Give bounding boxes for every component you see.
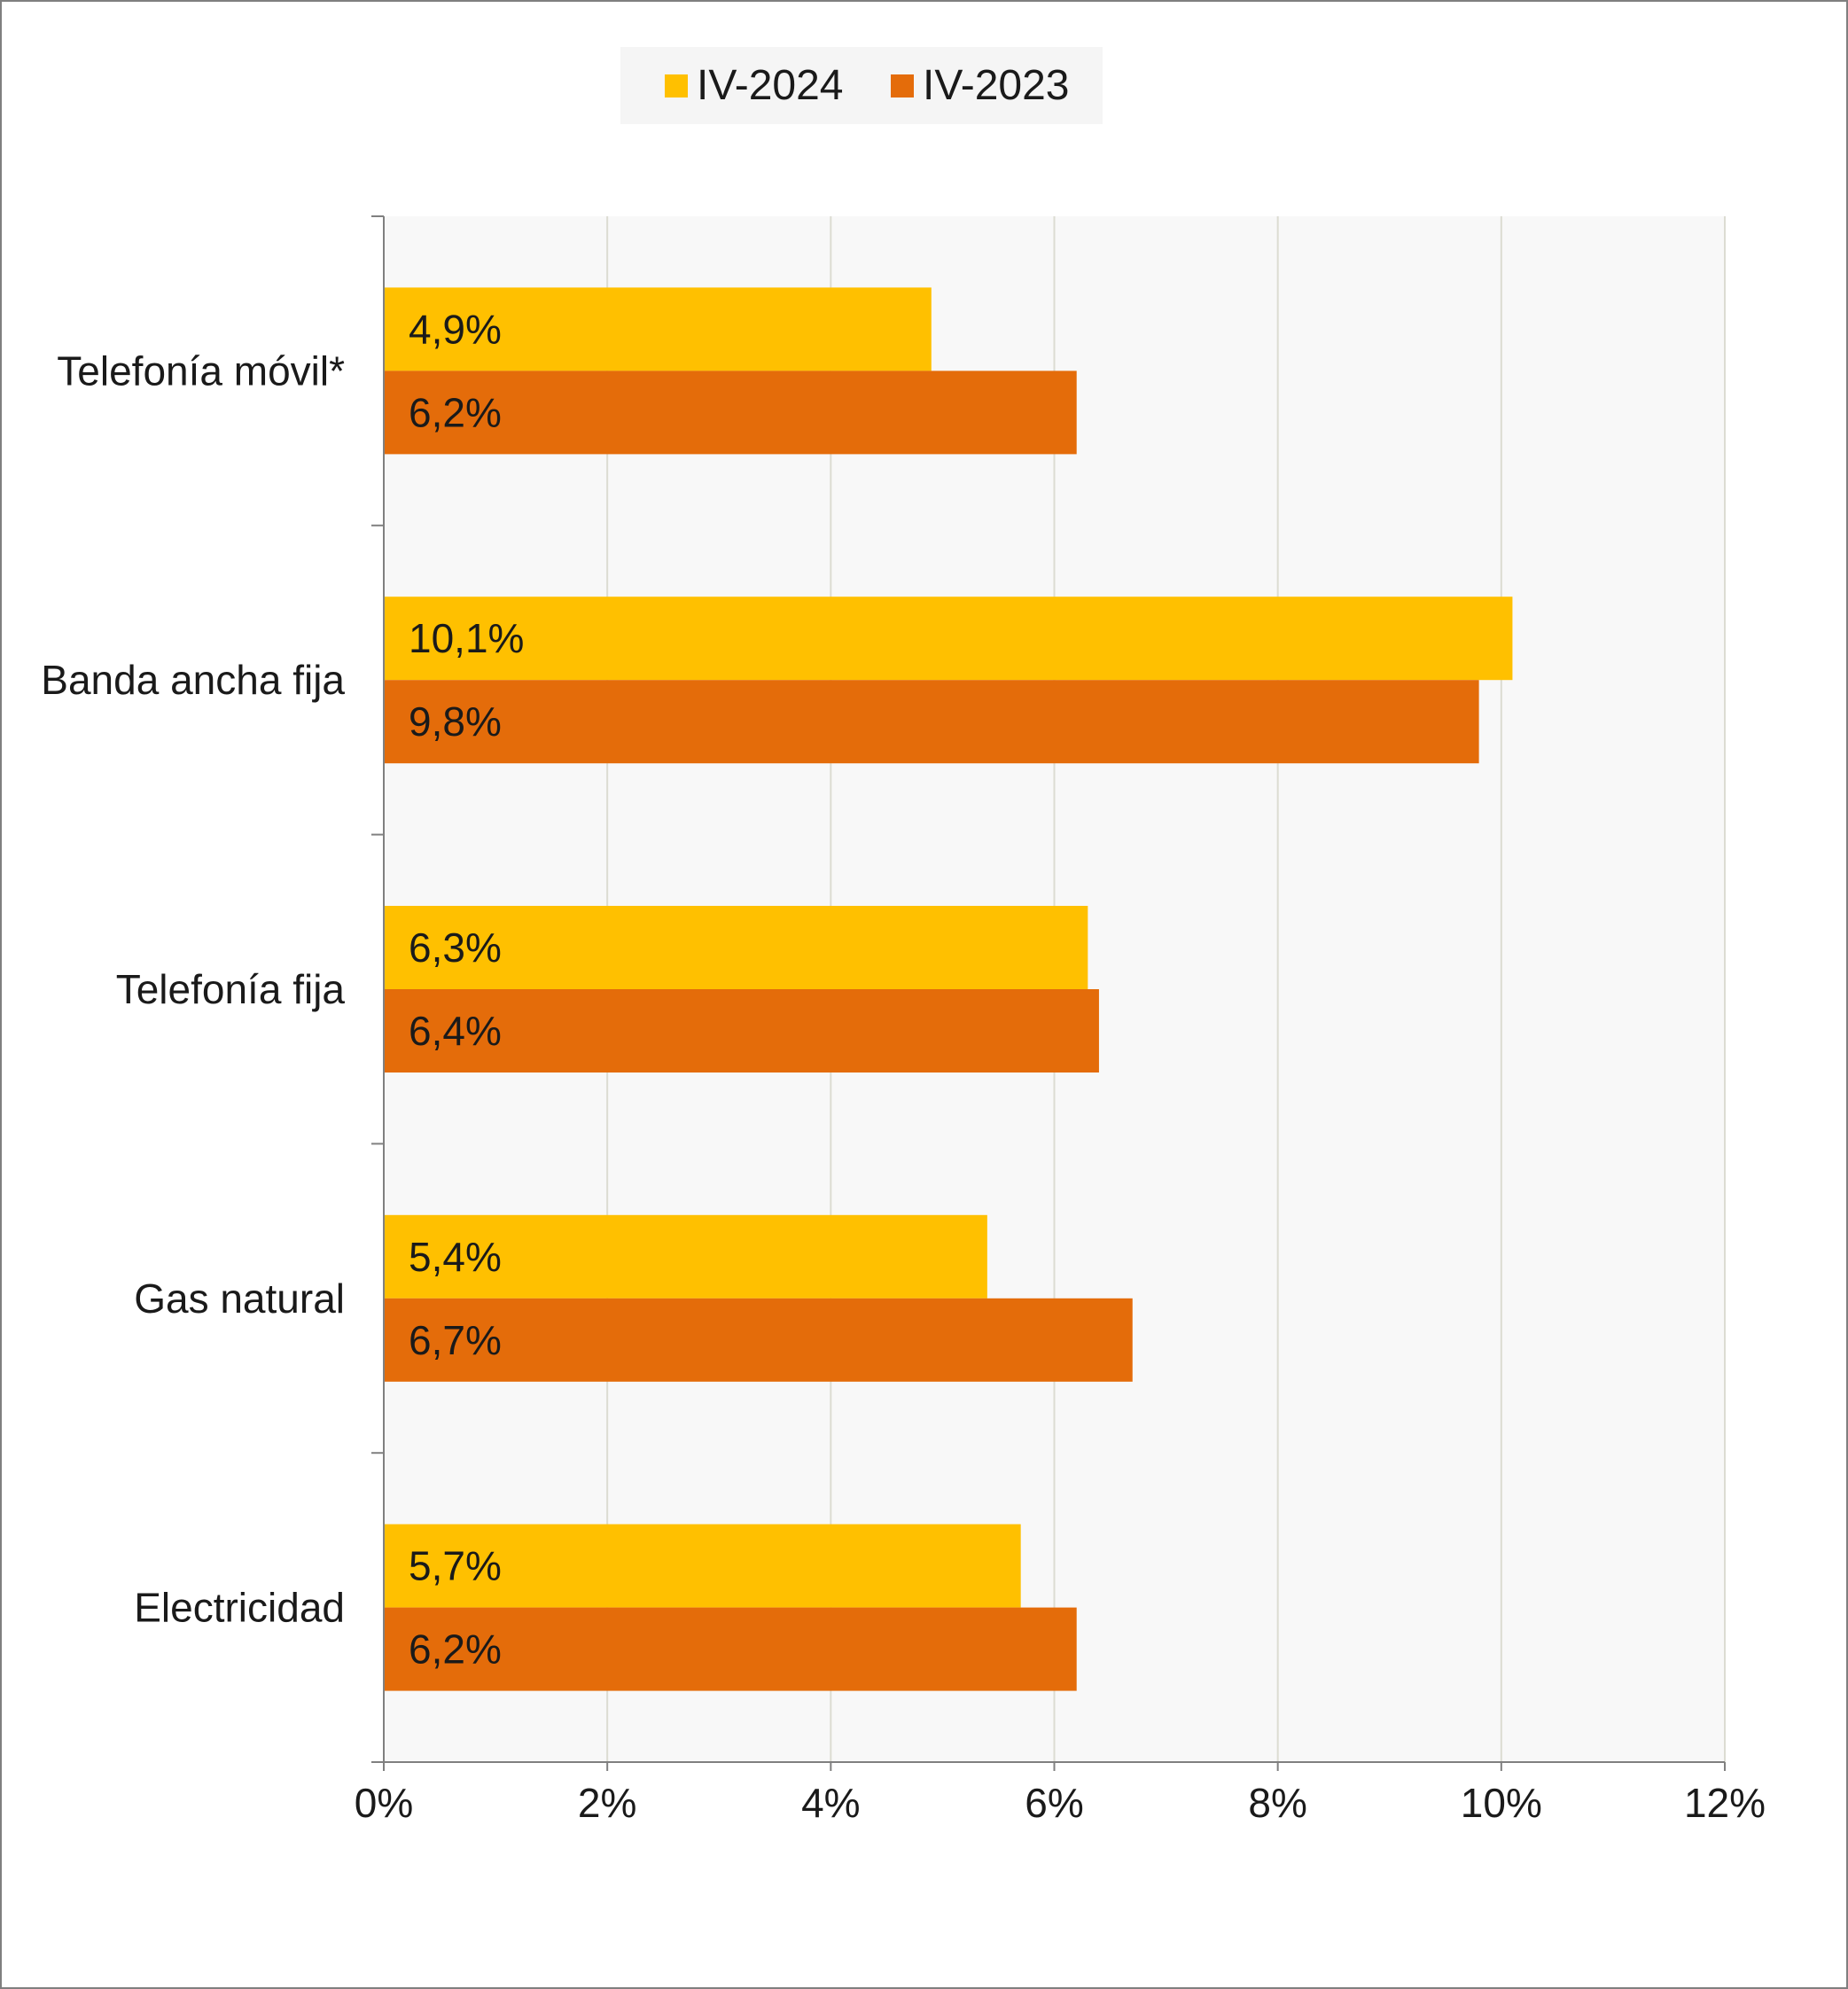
data-label: 6,3% <box>409 924 502 971</box>
bar-iv-2023-gas-natural <box>384 1298 1133 1382</box>
category-label-gas-natural: Gas natural <box>134 1275 345 1322</box>
legend: IV-2024 IV-2023 <box>620 47 1103 124</box>
x-tick-label: 0% <box>355 1780 413 1826</box>
bar-iv-2024-banda-ancha-fija <box>384 597 1513 681</box>
data-label: 6,2% <box>409 389 502 435</box>
legend-item-iv-2024: IV-2024 <box>665 47 843 124</box>
bar-iv-2023-electricidad <box>384 1607 1077 1691</box>
x-tick-label: 4% <box>801 1780 860 1826</box>
bar-iv-2023-banda-ancha-fija <box>384 680 1479 764</box>
data-label: 6,4% <box>409 1008 502 1054</box>
x-tick-label: 2% <box>578 1780 636 1826</box>
x-tick-label: 10% <box>1461 1780 1542 1826</box>
data-label: 4,9% <box>409 306 502 352</box>
data-label: 6,7% <box>409 1317 502 1363</box>
legend-swatch-iv-2024 <box>665 74 688 98</box>
legend-item-iv-2023: IV-2023 <box>891 47 1069 124</box>
category-label-banda-ancha-fija: Banda ancha fija <box>41 657 345 703</box>
data-label: 10,1% <box>409 615 524 661</box>
bar-iv-2024-telefonia-movil <box>384 287 932 371</box>
x-tick-label: 6% <box>1025 1780 1083 1826</box>
legend-label-iv-2024: IV-2024 <box>697 62 844 109</box>
x-tick-label: 12% <box>1684 1780 1766 1826</box>
bar-iv-2023-telefonia-movil <box>384 370 1077 455</box>
category-label-electricidad: Electricidad <box>134 1585 345 1631</box>
data-label: 5,4% <box>409 1234 502 1280</box>
x-tick-label: 8% <box>1248 1780 1306 1826</box>
category-label-telefonia-fija: Telefonía fija <box>116 966 346 1012</box>
data-label: 6,2% <box>409 1626 502 1673</box>
data-label: 9,8% <box>409 698 502 745</box>
bar-iv-2024-electricidad <box>384 1524 1021 1608</box>
bar-iv-2023-telefonia-fija <box>384 989 1099 1072</box>
legend-swatch-iv-2023 <box>891 74 914 98</box>
data-label: 5,7% <box>409 1543 502 1589</box>
legend-label-iv-2023: IV-2023 <box>923 62 1070 109</box>
bar-iv-2024-telefonia-fija <box>384 906 1088 989</box>
category-label-telefonia-movil: Telefonía móvil* <box>57 347 345 394</box>
bar-iv-2024-gas-natural <box>384 1214 987 1299</box>
